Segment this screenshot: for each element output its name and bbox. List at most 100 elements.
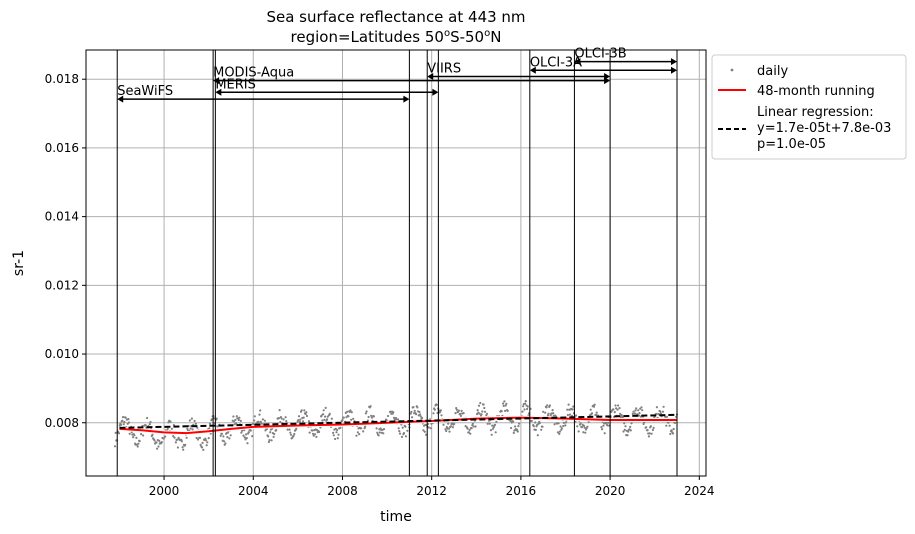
daily-point xyxy=(538,421,541,425)
daily-point xyxy=(629,429,632,432)
sensor-arrowhead xyxy=(215,88,222,96)
daily-point xyxy=(512,431,515,434)
daily-point xyxy=(603,432,606,435)
daily-point xyxy=(169,420,172,423)
daily-point xyxy=(289,431,292,434)
y-tick-label: 0.016 xyxy=(45,141,79,155)
daily-point xyxy=(188,419,191,422)
daily-point xyxy=(613,411,616,414)
daily-point xyxy=(665,415,669,418)
daily-point xyxy=(227,431,230,434)
daily-point xyxy=(447,422,450,425)
subtitle-part-n: N xyxy=(490,28,501,46)
daily-point xyxy=(245,437,248,440)
daily-point xyxy=(127,418,130,421)
daily-point xyxy=(332,434,335,437)
daily-point xyxy=(429,427,432,430)
daily-point xyxy=(455,408,458,411)
daily-point xyxy=(251,435,254,438)
daily-point xyxy=(648,432,651,435)
daily-point xyxy=(356,431,359,434)
daily-point xyxy=(526,407,529,411)
daily-point xyxy=(530,419,533,422)
daily-point xyxy=(668,424,671,427)
daily-point xyxy=(505,402,508,405)
daily-point xyxy=(326,418,329,421)
daily-point xyxy=(551,409,554,412)
daily-point xyxy=(253,415,256,418)
daily-point xyxy=(469,432,472,435)
daily-point xyxy=(318,430,321,434)
daily-point xyxy=(423,430,426,433)
daily-point xyxy=(536,434,539,437)
daily-point xyxy=(370,414,373,417)
daily-point xyxy=(196,438,200,441)
sensor-arrowhead xyxy=(117,95,124,103)
daily-point xyxy=(600,426,603,429)
daily-point xyxy=(375,427,378,430)
daily-point xyxy=(397,427,400,430)
daily-point xyxy=(418,410,421,414)
daily-point xyxy=(524,400,527,403)
daily-point xyxy=(349,409,352,412)
daily-point xyxy=(334,437,337,441)
daily-point xyxy=(298,420,301,423)
daily-point xyxy=(404,425,407,428)
daily-point xyxy=(208,422,212,425)
daily-point xyxy=(486,422,489,425)
daily-point xyxy=(645,426,648,429)
daily-point xyxy=(370,416,373,419)
daily-point xyxy=(302,416,305,419)
plot-frame xyxy=(85,49,707,477)
daily-point xyxy=(198,436,202,439)
daily-point xyxy=(635,407,638,410)
daily-point xyxy=(181,446,184,449)
daily-point xyxy=(652,426,655,429)
daily-point xyxy=(372,415,375,418)
daily-point xyxy=(617,404,620,407)
daily-point xyxy=(623,428,626,431)
daily-point xyxy=(216,425,219,428)
daily-point xyxy=(615,407,618,410)
daily-point xyxy=(444,428,447,431)
daily-point xyxy=(488,422,491,425)
daily-point xyxy=(483,410,487,413)
daily-point xyxy=(364,412,367,415)
daily-point xyxy=(579,422,582,425)
daily-point xyxy=(638,412,641,415)
daily-point xyxy=(459,412,462,415)
daily-point xyxy=(631,412,634,415)
daily-point xyxy=(670,429,673,432)
daily-point xyxy=(618,407,621,410)
sensor-label: SeaWiFS xyxy=(117,84,173,99)
daily-point xyxy=(491,424,494,427)
daily-point xyxy=(470,427,473,430)
daily-point xyxy=(595,411,598,414)
daily-point xyxy=(136,445,139,448)
daily-point xyxy=(445,429,448,433)
daily-point xyxy=(659,412,663,415)
daily-point xyxy=(642,422,645,426)
daily-point xyxy=(233,420,236,423)
daily-point xyxy=(661,410,665,413)
daily-point xyxy=(160,441,163,444)
daily-point xyxy=(164,435,167,438)
daily-point xyxy=(350,418,353,421)
daily-point xyxy=(601,428,604,431)
daily-point xyxy=(215,417,218,420)
daily-point xyxy=(382,428,386,431)
daily-point xyxy=(467,431,470,434)
daily-point xyxy=(201,441,204,444)
legend: daily 48-month running Linear regression… xyxy=(711,54,907,160)
daily-point xyxy=(646,429,649,432)
daily-point xyxy=(330,417,333,420)
daily-point xyxy=(232,415,235,418)
daily-point xyxy=(263,419,266,422)
daily-point xyxy=(355,434,358,437)
daily-point xyxy=(640,406,643,409)
daily-point xyxy=(196,426,199,429)
daily-point xyxy=(226,436,229,439)
daily-point xyxy=(559,425,562,428)
daily-point xyxy=(541,425,544,428)
